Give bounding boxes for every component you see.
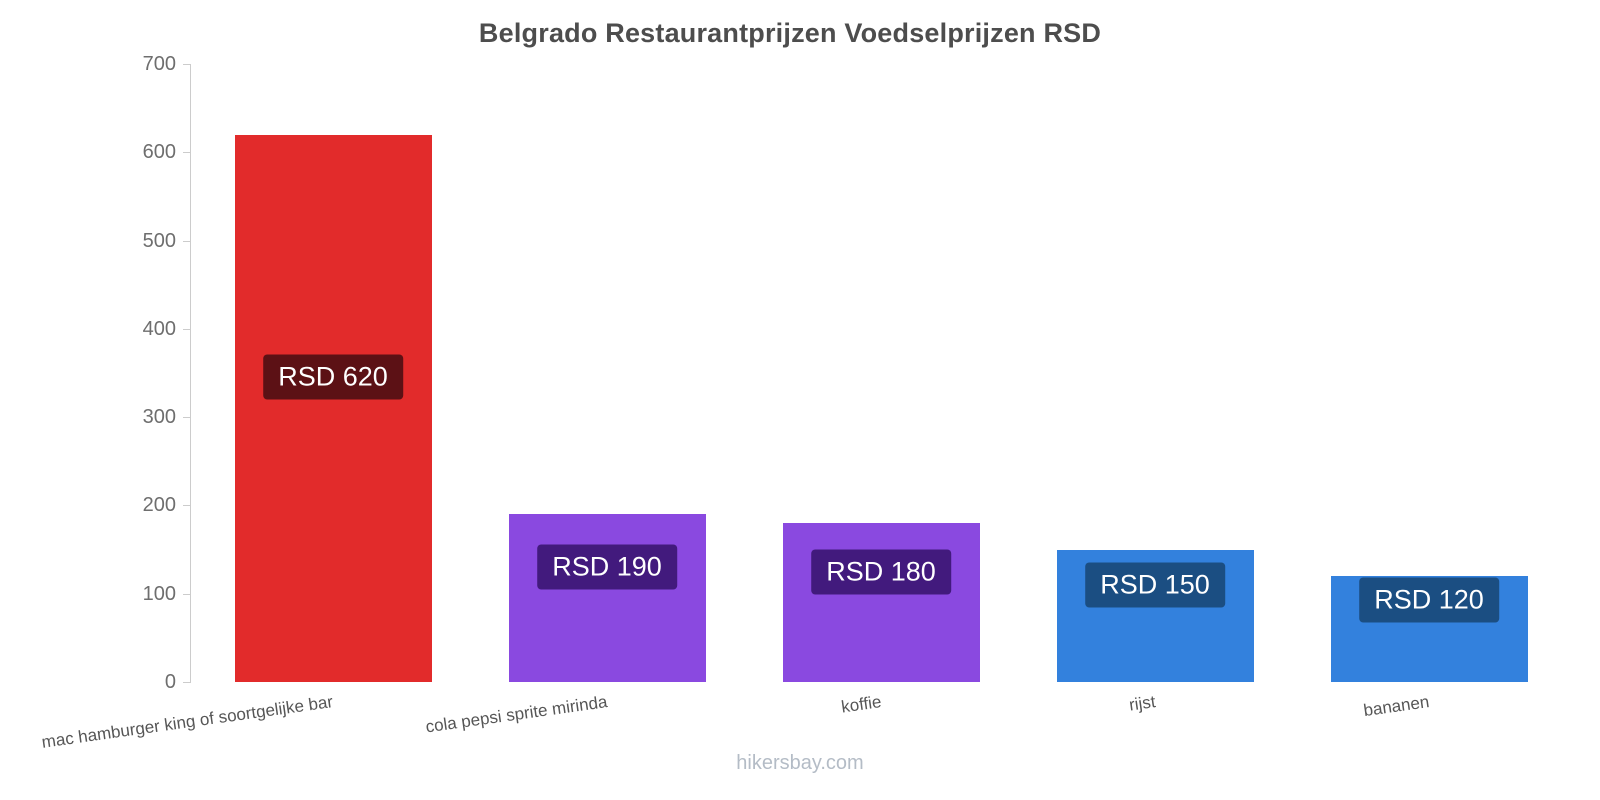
- bar-value-label: RSD 180: [811, 549, 951, 595]
- bar: RSD 150: [1056, 549, 1254, 682]
- y-axis-line: [190, 64, 191, 682]
- x-axis-label: cola pepsi sprite mirinda: [424, 692, 609, 737]
- y-tick-mark: [183, 593, 191, 595]
- y-tick-mark: [183, 505, 191, 507]
- x-axis-label: rijst: [1127, 692, 1157, 715]
- y-tick-label: 500: [142, 229, 176, 252]
- x-axis-label: mac hamburger king of soortgelijke bar: [40, 692, 335, 752]
- bar: RSD 190: [508, 514, 706, 682]
- y-tick-label: 400: [142, 317, 176, 340]
- bar: RSD 120: [1330, 576, 1528, 682]
- bar: RSD 180: [782, 523, 980, 682]
- bar: RSD 620: [234, 134, 432, 682]
- x-axis-label: koffie: [839, 692, 883, 717]
- bar-value-label: RSD 120: [1359, 577, 1499, 623]
- y-tick-mark: [183, 682, 191, 683]
- footer-link[interactable]: hikersbay.com: [736, 752, 864, 774]
- chart-title: Belgrado Restaurantprijzen Voedselprijze…: [478, 18, 1102, 48]
- y-tick-label: 700: [142, 53, 176, 75]
- y-tick-label: 300: [142, 406, 176, 429]
- footer: hikersbay.com: [0, 752, 1600, 775]
- y-tick-mark: [183, 417, 191, 419]
- y-tick-label: 200: [142, 494, 176, 517]
- y-tick-label: 600: [142, 141, 176, 164]
- y-tick-mark: [183, 152, 191, 154]
- y-tick-mark: [183, 328, 191, 330]
- y-tick-mark: [183, 240, 191, 242]
- y-tick-label: 0: [164, 671, 176, 693]
- x-axis-label: bananen: [1362, 692, 1431, 721]
- bar-value-label: RSD 150: [1085, 562, 1225, 608]
- y-tick-label: 100: [142, 582, 176, 605]
- y-tick-mark: [183, 64, 191, 65]
- bar-value-label: RSD 190: [537, 544, 677, 590]
- bar-value-label: RSD 620: [263, 354, 403, 400]
